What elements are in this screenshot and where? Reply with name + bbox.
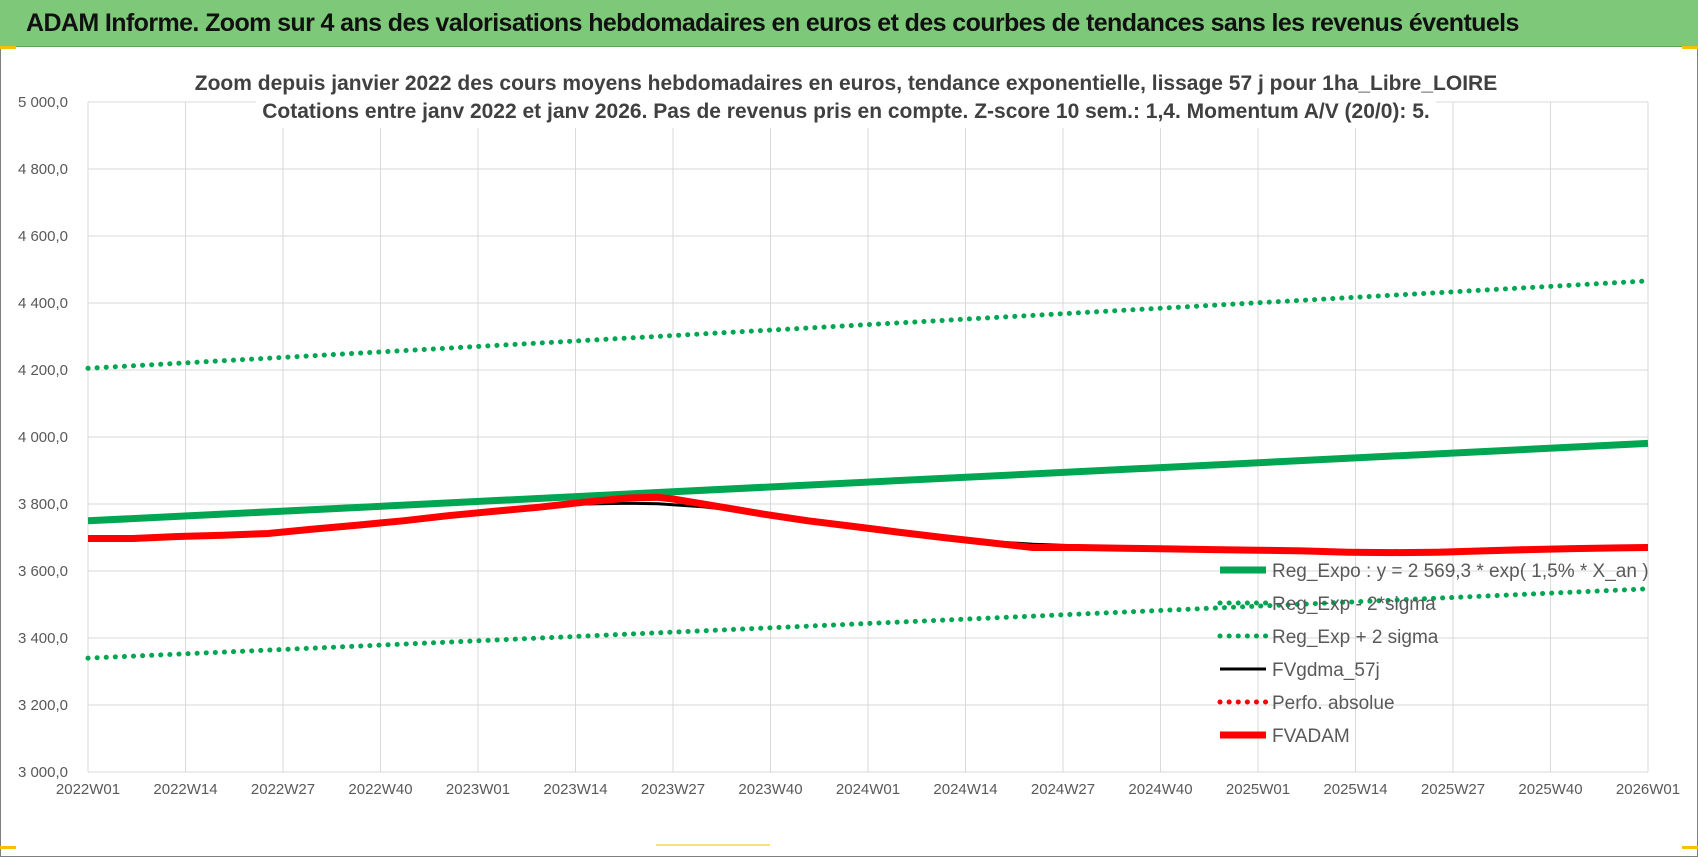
x-tick-label: 2024W14 [933,781,997,798]
series [85,278,1651,661]
x-tick-label: 2025W40 [1518,781,1582,798]
legend: Reg_Expo : y = 2 569,3 * exp( 1,5% * X_a… [1208,552,1649,752]
line-chart: 3 000,0 3 200,0 3 400,0 3 600,0 3 800,0 4 000… [18,66,1680,798]
y-tick-label: 3 600,0 [18,563,68,580]
chart-title-background [256,66,1436,128]
series-line-0 [87,439,1649,525]
report-title: ADAM Informe. Zoom sur 4 ans des valoris… [26,9,1519,37]
corner-mark-bottom-center [656,844,770,846]
x-axis: 2022W01 2022W14 2022W27 2022W40 2023W01 2023W… [56,781,1680,798]
chart-title-line-1: Zoom depuis janvier 2022 des cours moyen… [195,72,1497,95]
x-tick-label: 2022W40 [348,781,412,798]
series-line-1 [85,586,1651,661]
legend-label: FVgdma_57j [1272,660,1380,681]
x-tick-label: 2025W27 [1421,781,1485,798]
y-tick-label: 3 400,0 [18,630,68,647]
x-tick-label: 2022W01 [56,781,120,798]
y-tick-label: 3 200,0 [18,697,68,714]
y-tick-label: 3 000,0 [18,764,68,781]
legend-label: Reg_Exp + 2 sigma [1272,627,1439,648]
x-tick-label: 2024W27 [1031,781,1095,798]
y-tick-label: 5 000,0 [18,94,68,111]
y-tick-label: 4 400,0 [18,295,68,312]
y-axis: 3 000,0 3 200,0 3 400,0 3 600,0 3 800,0 4 000… [18,94,68,781]
legend-label: FVADAM [1272,726,1350,747]
x-tick-label: 2026W01 [1616,781,1680,798]
y-tick-label: 4 600,0 [18,228,68,245]
corner-mark-top-right [1682,46,1698,49]
y-tick-label: 4 000,0 [18,429,68,446]
corner-mark-bottom-left [0,846,16,849]
grid [87,101,1649,773]
y-tick-label: 4 200,0 [18,362,68,379]
x-tick-label: 2023W27 [641,781,705,798]
y-tick-label: 3 800,0 [18,496,68,513]
x-tick-label: 2025W14 [1323,781,1387,798]
x-tick-label: 2023W01 [446,781,510,798]
corner-mark-bottom-right [1682,846,1698,849]
x-tick-label: 2024W01 [836,781,900,798]
chart-title: Zoom depuis janvier 2022 des cours moyen… [195,66,1497,128]
series-line-5 [88,493,1649,557]
x-tick-label: 2022W14 [153,781,217,798]
legend-label: Reg_Exp - 2*sigma [1272,594,1436,615]
x-tick-label: 2023W14 [543,781,607,798]
x-tick-label: 2023W40 [738,781,802,798]
x-tick-label: 2024W40 [1128,781,1192,798]
series-line-2 [85,278,1651,371]
x-tick-label: 2025W01 [1226,781,1290,798]
x-tick-label: 2022W27 [251,781,315,798]
y-tick-label: 4 800,0 [18,161,68,178]
chart-title-line-2: Cotations entre janv 2022 et janv 2026. … [262,100,1430,123]
report-header: ADAM Informe. Zoom sur 4 ans des valoris… [0,0,1698,47]
legend-label: Reg_Expo : y = 2 569,3 * exp( 1,5% * X_a… [1272,561,1649,582]
legend-background [1208,552,1640,752]
legend-label: Perfo. absolue [1272,693,1395,714]
corner-mark-top-left [0,46,16,49]
